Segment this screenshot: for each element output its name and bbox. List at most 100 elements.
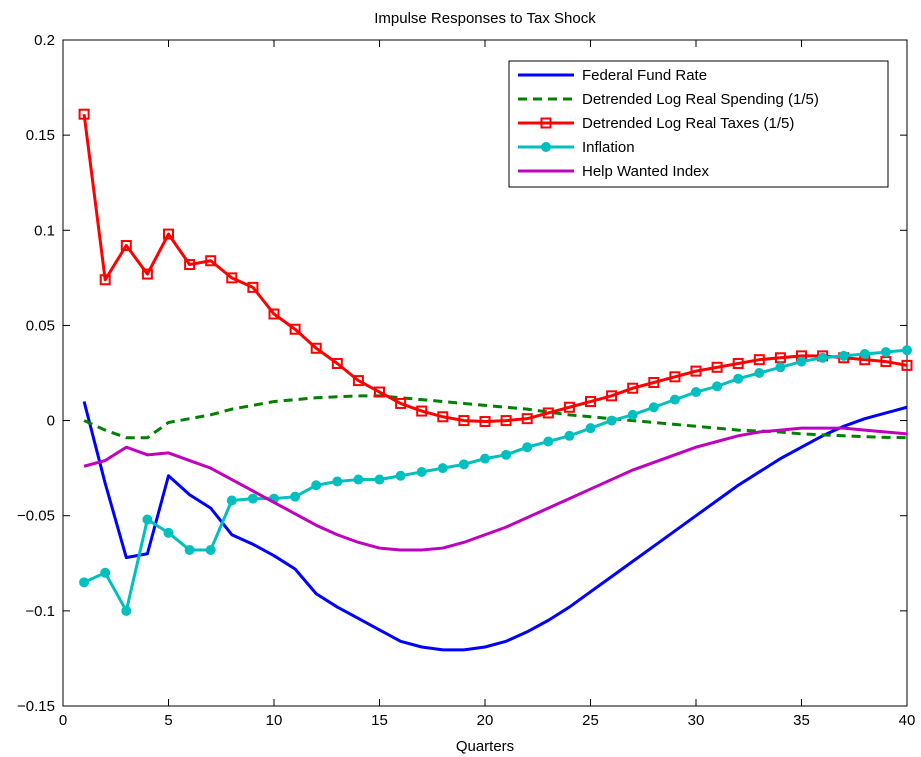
data-point <box>395 470 406 481</box>
data-point <box>585 423 596 434</box>
data-point <box>754 368 765 378</box>
data-point <box>880 356 892 368</box>
y-tick-label: 0.1 <box>34 222 55 239</box>
data-point <box>268 308 280 320</box>
data-point <box>120 240 132 252</box>
legend-marker <box>541 142 551 152</box>
data-point <box>648 377 660 389</box>
data-point <box>712 381 723 392</box>
y-tick-label: 0.05 <box>26 317 55 334</box>
data-point <box>880 347 891 358</box>
chart-title: Impulse Responses to Tax Shock <box>374 10 596 27</box>
data-point <box>585 396 596 408</box>
x-tick-label: 20 <box>477 712 494 729</box>
legend-label: Federal Fund Rate <box>582 67 707 84</box>
series-line <box>83 426 908 552</box>
data-point <box>753 354 765 366</box>
data-point <box>184 544 195 555</box>
data-point <box>79 577 90 588</box>
data-point <box>774 352 786 364</box>
data-point <box>500 415 512 427</box>
series-layer <box>78 108 913 652</box>
data-point <box>564 430 575 441</box>
series-line <box>82 114 908 424</box>
data-point <box>184 259 196 271</box>
data-point <box>353 474 364 485</box>
data-point <box>374 386 385 398</box>
data-point <box>78 108 90 120</box>
data-point <box>775 362 786 373</box>
legend-item: Help Wanted Index <box>518 163 710 180</box>
x-tick-label: 5 <box>164 712 172 729</box>
series-4 <box>83 426 908 552</box>
x-tick-label: 15 <box>371 712 388 729</box>
data-point <box>606 390 618 402</box>
data-point <box>395 397 407 409</box>
data-point <box>859 348 870 359</box>
y-tick-label: −0.1 <box>25 603 55 620</box>
data-point <box>205 544 216 555</box>
data-point <box>796 356 807 367</box>
legend-item: Detrended Log Real Spending (1/5) <box>518 91 819 108</box>
data-point <box>332 476 343 487</box>
data-point <box>247 281 259 293</box>
x-tick-label: 10 <box>266 712 283 729</box>
data-point <box>142 514 153 525</box>
data-point <box>648 402 659 413</box>
data-point <box>331 357 343 369</box>
data-point <box>310 342 322 354</box>
data-point <box>817 352 828 363</box>
data-point <box>100 567 111 578</box>
data-point <box>732 357 744 369</box>
data-point <box>352 375 364 387</box>
x-tick-label: 0 <box>59 712 67 729</box>
data-point <box>501 449 512 460</box>
data-point <box>163 527 174 538</box>
data-point <box>290 491 301 502</box>
legend-label: Help Wanted Index <box>582 163 710 180</box>
data-point <box>247 493 258 504</box>
data-point <box>458 415 470 427</box>
data-point <box>669 394 680 405</box>
data-point <box>543 436 554 447</box>
legend-label: Detrended Log Real Spending (1/5) <box>582 91 819 108</box>
data-point <box>563 401 575 413</box>
data-point <box>163 228 174 240</box>
series-line <box>83 348 908 613</box>
y-tick-label: −0.15 <box>17 698 55 715</box>
x-tick-label: 30 <box>688 712 705 729</box>
data-point <box>479 416 491 428</box>
data-point <box>902 345 912 356</box>
data-point <box>522 442 533 453</box>
y-tick-label: 0.2 <box>34 32 55 49</box>
data-point <box>691 387 701 398</box>
data-point <box>733 373 744 384</box>
data-point <box>690 365 702 377</box>
legend: Federal Fund Rate Detrended Log Real Spen… <box>508 60 889 188</box>
y-tick-label: −0.05 <box>17 508 55 525</box>
data-point <box>627 382 639 394</box>
data-point <box>416 405 428 417</box>
data-point <box>606 415 617 426</box>
axis-ticks: 0 5 10 15 20 25 30 35 40 −0.15 −0.1 −0.05 0 0.05 0.1 0.… <box>17 32 915 729</box>
data-point <box>627 409 638 420</box>
data-point <box>669 371 681 383</box>
data-point <box>838 350 849 361</box>
x-tick-label: 40 <box>899 712 916 729</box>
data-point <box>458 459 469 470</box>
data-point <box>226 495 237 506</box>
x-tick-label: 25 <box>582 712 599 729</box>
legend-item: Detrended Log Real Taxes (1/5) <box>518 115 794 132</box>
legend-label: Detrended Log Real Taxes (1/5) <box>582 115 794 132</box>
data-point <box>311 480 322 491</box>
legend-item: Federal Fund Rate <box>518 67 707 84</box>
data-point <box>99 274 111 286</box>
data-point <box>480 453 490 464</box>
data-point <box>521 413 533 425</box>
data-point <box>374 474 385 485</box>
legend-label: Inflation <box>582 139 635 156</box>
data-point <box>416 466 427 477</box>
data-point <box>437 463 448 474</box>
data-point <box>542 407 554 419</box>
